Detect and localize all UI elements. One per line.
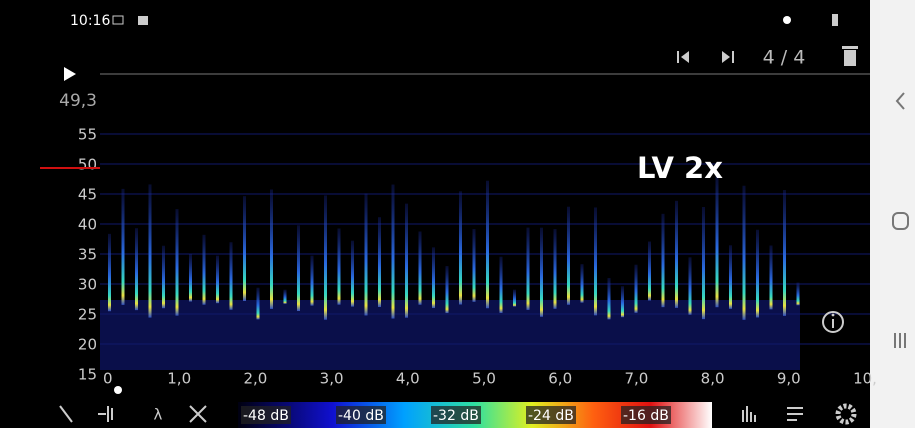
scale-label: -48 dB <box>243 408 289 424</box>
y-tick-label: 50 <box>78 156 97 174</box>
nav-bar <box>870 0 915 428</box>
x-tick-label: 4,0 <box>396 370 420 388</box>
call-streak <box>230 242 233 309</box>
call-streak <box>770 245 773 309</box>
call-streak <box>648 242 651 301</box>
scale-label: -32 dB <box>433 408 479 424</box>
call-streak <box>108 234 111 311</box>
call-streak <box>729 245 732 309</box>
call-streak <box>594 207 597 315</box>
call-streak <box>554 229 557 309</box>
call-streak <box>486 181 489 309</box>
x-tick-label: 10, <box>853 370 877 388</box>
call-streak <box>176 209 179 315</box>
delete-button[interactable] <box>842 46 858 66</box>
call-streak <box>621 286 624 317</box>
x-tick-label: 2,0 <box>243 370 267 388</box>
y-tick-label: 30 <box>78 276 97 294</box>
y-tick-label: 20 <box>78 336 97 354</box>
call-streak <box>446 266 449 313</box>
y-tick-label: 25 <box>78 306 97 324</box>
call-streak <box>162 246 165 308</box>
x-tick-label: 9,0 <box>777 370 801 388</box>
call-streak <box>743 186 746 320</box>
x-tick-label: 6,0 <box>548 370 572 388</box>
call-streak <box>567 207 570 305</box>
scale-label: -40 dB <box>338 408 384 424</box>
call-streak <box>635 265 638 313</box>
file-counter: 4 / 4 <box>763 47 806 69</box>
call-streak <box>338 228 341 304</box>
x-tick-label: 8,0 <box>701 370 725 388</box>
call-streak <box>756 230 759 318</box>
call-streak <box>257 288 260 320</box>
x-tick-label: 3,0 <box>320 370 344 388</box>
call-streak <box>351 241 354 307</box>
position-dot <box>114 386 122 394</box>
call-streak <box>513 290 516 307</box>
call-streak <box>216 256 219 304</box>
scale-label: -16 dB <box>623 408 669 424</box>
status-battery <box>832 14 838 26</box>
y-tick-label: 15 <box>78 366 97 384</box>
call-streak <box>324 195 327 319</box>
x-tick-label: 1,0 <box>167 370 191 388</box>
call-streak <box>243 196 246 301</box>
app-screen: 10:16 4 / 4 49,3 55 50 45 40 35 30 25 20 15 0 1,0 2… <box>0 0 915 428</box>
call-streak <box>662 214 665 307</box>
status-time: 10:16 <box>70 13 110 29</box>
call-streak <box>432 247 435 308</box>
call-streak <box>500 257 503 313</box>
x-tick-label: 5,0 <box>472 370 496 388</box>
y-tick-label: 35 <box>78 246 97 264</box>
call-streak <box>783 190 786 316</box>
status-icon <box>138 16 148 25</box>
y-tick-label: 45 <box>78 186 97 204</box>
call-streak <box>473 229 476 302</box>
call-streak <box>716 176 719 307</box>
call-streak <box>189 254 192 302</box>
call-streak <box>675 201 678 308</box>
call-streak <box>378 217 381 307</box>
cursor-frequency: 49,3 <box>59 91 97 111</box>
call-streak <box>419 231 422 304</box>
call-streak <box>297 225 300 311</box>
x-tick-label: 7,0 <box>624 370 648 388</box>
call-streak <box>365 193 368 315</box>
call-streak <box>203 235 206 305</box>
call-streak <box>311 256 314 306</box>
call-streak <box>284 290 287 304</box>
call-streak <box>122 189 125 305</box>
call-streak <box>702 207 705 319</box>
call-streak <box>149 184 152 317</box>
y-tick-label: 40 <box>78 216 97 234</box>
annotation: LV 2x <box>637 151 723 185</box>
call-streak <box>581 264 584 302</box>
lambda-icon[interactable]: λ <box>154 406 163 424</box>
x-tick-label: 0 <box>103 370 113 388</box>
call-streak <box>135 228 138 310</box>
call-streak <box>270 189 273 308</box>
scale-label: -24 dB <box>528 408 574 424</box>
call-streak <box>405 204 408 318</box>
y-tick-label: 55 <box>78 126 97 144</box>
call-streak <box>527 228 530 310</box>
call-streak <box>392 185 395 319</box>
call-streak <box>689 257 692 314</box>
status-location <box>783 16 791 24</box>
noise-floor <box>100 300 800 370</box>
call-streak <box>540 228 543 317</box>
call-streak <box>797 283 800 306</box>
call-streak <box>608 278 611 319</box>
call-streak <box>459 191 462 304</box>
